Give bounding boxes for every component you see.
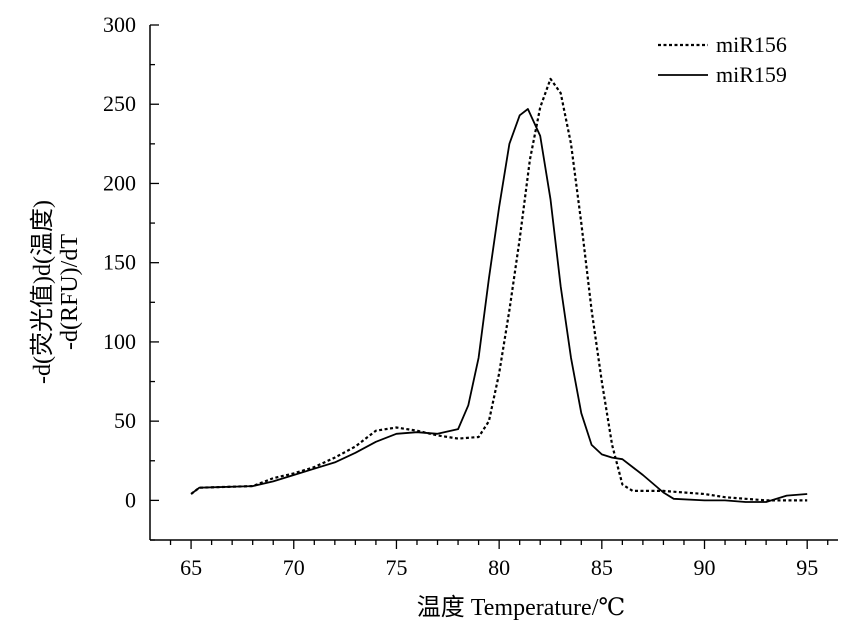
x-tick-label: 95 — [796, 555, 818, 580]
y-tick-label: 150 — [103, 250, 136, 275]
y-tick-label: 200 — [103, 170, 136, 195]
y-axis-title-line2: -d(RFU)/dT — [57, 234, 83, 350]
y-axis-title-line1: -d(荧光值)d(温度) — [29, 200, 56, 384]
series-layer — [190, 77, 808, 503]
ticks: 0 50 100 150 200 250 300 65 70 75 80 85 90 95 — [103, 12, 829, 580]
y-tick-label: 250 — [103, 91, 136, 116]
x-tick-label: 65 — [180, 555, 202, 580]
legend-label-miR156: miR156 — [716, 32, 787, 57]
x-tick-label: 80 — [488, 555, 510, 580]
x-tick-label: 75 — [385, 555, 407, 580]
axes — [149, 25, 838, 541]
y-tick-label: 50 — [114, 408, 136, 433]
x-tick-label: 70 — [283, 555, 305, 580]
y-tick-label: 100 — [103, 329, 136, 354]
y-tick-label: 300 — [103, 12, 136, 37]
legend-label-miR159: miR159 — [716, 62, 787, 87]
series-line-miR156 — [190, 77, 808, 502]
legend: miR156 miR159 — [658, 32, 787, 87]
x-tick-label: 85 — [591, 555, 613, 580]
y-axis-title-group: -d(荧光值)d(温度) -d(RFU)/dT — [29, 200, 83, 384]
y-tick-label: 0 — [125, 487, 136, 512]
x-tick-label: 90 — [694, 555, 716, 580]
x-axis-title: 温度 Temperature/℃ — [417, 594, 625, 621]
series-line-miR159 — [190, 108, 808, 503]
